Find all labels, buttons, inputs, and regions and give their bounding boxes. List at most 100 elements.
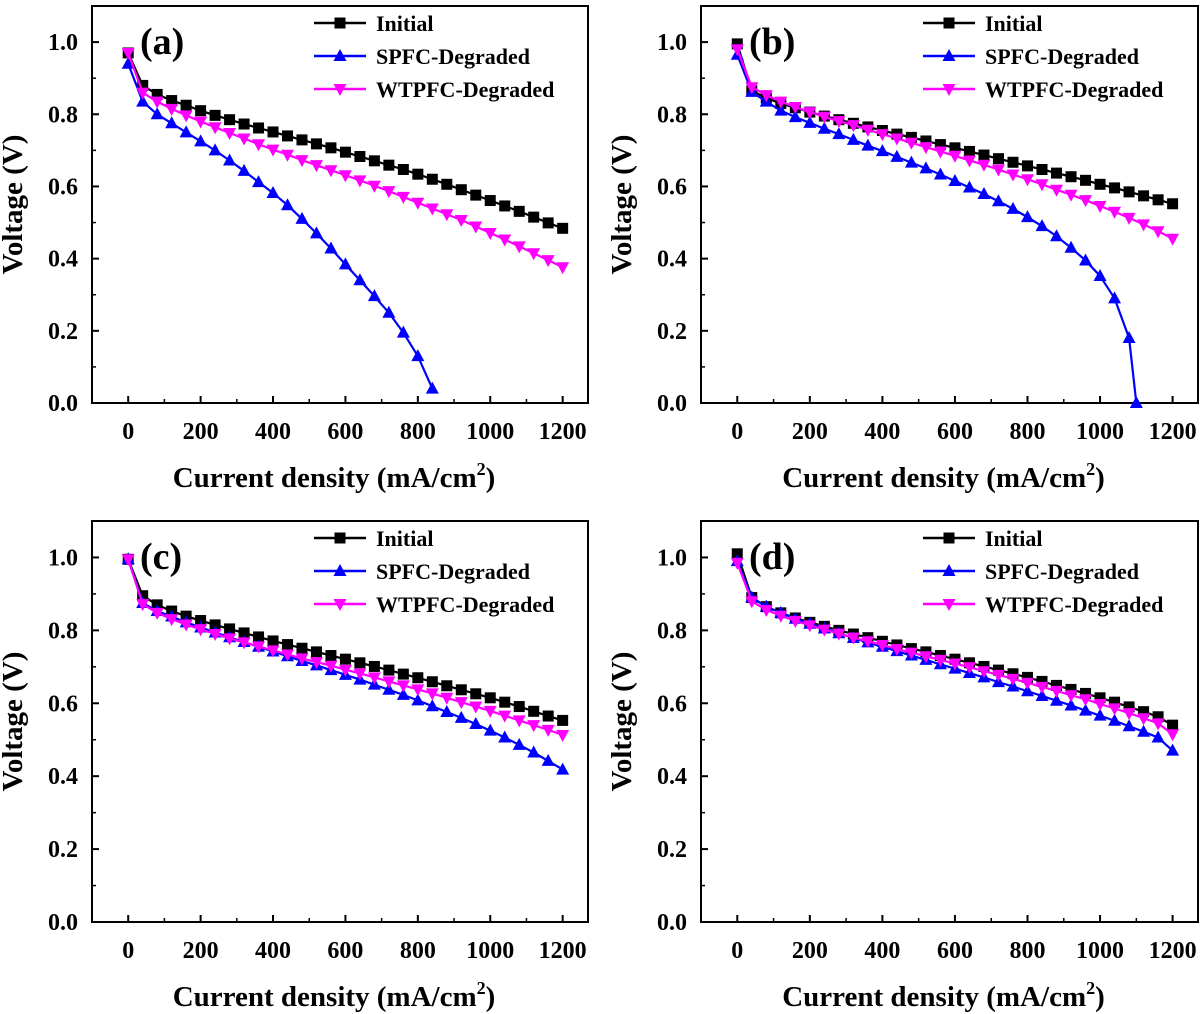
x-tick-label: 600: [937, 419, 973, 445]
data-point: [1167, 198, 1179, 210]
data-point: [1138, 706, 1150, 718]
series-line: [736, 562, 1174, 736]
data-point: [1152, 711, 1164, 723]
y-tick-label: 1.0: [657, 30, 687, 56]
y-tick-label: 0.2: [657, 837, 687, 863]
data-point: [991, 669, 1005, 682]
data-point: [774, 610, 788, 623]
x-tick-label: 400: [255, 938, 291, 964]
data-point: [455, 684, 467, 696]
data-point: [1035, 219, 1049, 232]
data-point: [484, 195, 496, 207]
data-point: [266, 645, 280, 658]
series-2: [730, 557, 1180, 742]
x-tick-label: 1200: [539, 938, 587, 964]
x-tick-label: 200: [183, 419, 219, 445]
data-point: [1151, 730, 1165, 743]
data-point: [904, 647, 918, 660]
data-point: [556, 762, 570, 775]
data-point: [411, 197, 425, 210]
data-point: [354, 150, 366, 162]
data-point: [136, 94, 150, 107]
legend-marker: [942, 49, 956, 61]
data-point: [310, 138, 322, 150]
series-2: [121, 47, 570, 275]
chart-panel-3: 0 200 400 600 800 1000 1200 0.0 0.2 0.4 0.6 0.8 1.0 C…: [606, 520, 1199, 1013]
data-point: [905, 131, 917, 143]
legend-marker: [943, 17, 955, 29]
data-point: [470, 688, 482, 700]
data-point: [933, 654, 947, 667]
legend-label: WTPFC-Degraded: [376, 592, 554, 617]
y-tick-label: 0.0: [657, 910, 687, 936]
y-tick-label: 0.8: [48, 618, 78, 644]
legend-label: WTPFC-Degraded: [985, 77, 1163, 102]
data-point: [484, 692, 496, 704]
y-axis-title: Voltage (V): [606, 652, 638, 792]
data-point: [1122, 212, 1136, 225]
chart-panel-2: 0 200 400 600 800 1000 1200 0.0 0.2 0.4 0.6 0.8 1.0 C…: [0, 520, 589, 1013]
y-axis-title: Voltage (V): [0, 652, 29, 792]
data-point: [745, 596, 759, 609]
data-point: [136, 87, 150, 100]
data-point: [137, 79, 149, 91]
data-point: [759, 604, 773, 617]
data-point: [425, 381, 439, 394]
data-point: [1122, 708, 1136, 721]
data-point: [1035, 681, 1049, 694]
y-tick-label: 1.0: [48, 545, 78, 571]
data-point: [542, 217, 554, 229]
data-point: [1109, 696, 1121, 708]
data-point: [179, 125, 193, 138]
data-point: [194, 134, 208, 147]
data-point: [195, 105, 207, 117]
data-point: [208, 122, 222, 135]
data-point: [238, 627, 250, 639]
data-point: [1036, 163, 1048, 175]
data-point: [890, 643, 904, 656]
data-point: [904, 155, 918, 168]
data-point: [425, 203, 439, 216]
data-point: [209, 619, 221, 631]
x-tick-label: 1000: [1076, 938, 1124, 964]
data-point: [1109, 182, 1121, 194]
data-point: [469, 221, 483, 234]
x-axis-title: Current density (mA/cm2): [173, 459, 496, 494]
data-point: [1064, 690, 1078, 703]
data-point: [1152, 194, 1164, 206]
data-point: [483, 705, 497, 718]
x-tick-label: 0: [731, 938, 743, 964]
x-axis-title-sup: 2: [477, 978, 486, 998]
data-point: [252, 175, 266, 188]
data-point: [556, 262, 570, 275]
data-point: [527, 720, 541, 733]
data-point: [150, 96, 164, 109]
data-point: [338, 170, 352, 183]
x-axis-title-main: Current density (mA/cm: [173, 462, 477, 494]
data-point: [875, 129, 889, 142]
x-axis-title-main: Current density (mA/cm: [782, 462, 1086, 494]
legend-marker: [943, 532, 955, 544]
data-point: [541, 724, 555, 737]
data-point: [282, 639, 294, 651]
data-point: [919, 651, 933, 664]
data-point: [1020, 677, 1034, 690]
y-tick-label: 1.0: [48, 30, 78, 56]
series-1: [121, 56, 439, 394]
data-point: [368, 155, 380, 167]
x-axis-title: Current density (mA/cm2): [782, 459, 1105, 494]
data-point: [483, 228, 497, 241]
x-tick-label: 1200: [1149, 938, 1197, 964]
data-point: [339, 653, 351, 665]
legend-label: SPFC-Degraded: [985, 559, 1139, 584]
data-point: [382, 676, 396, 689]
data-point: [1123, 186, 1135, 198]
data-point: [1036, 675, 1048, 687]
data-point: [295, 211, 309, 224]
data-point: [353, 175, 367, 188]
x-tick-label: 1000: [1076, 419, 1124, 445]
x-axis-title-main: Current density (mA/cm: [173, 981, 477, 1013]
data-point: [527, 745, 541, 758]
data-point: [890, 149, 904, 162]
